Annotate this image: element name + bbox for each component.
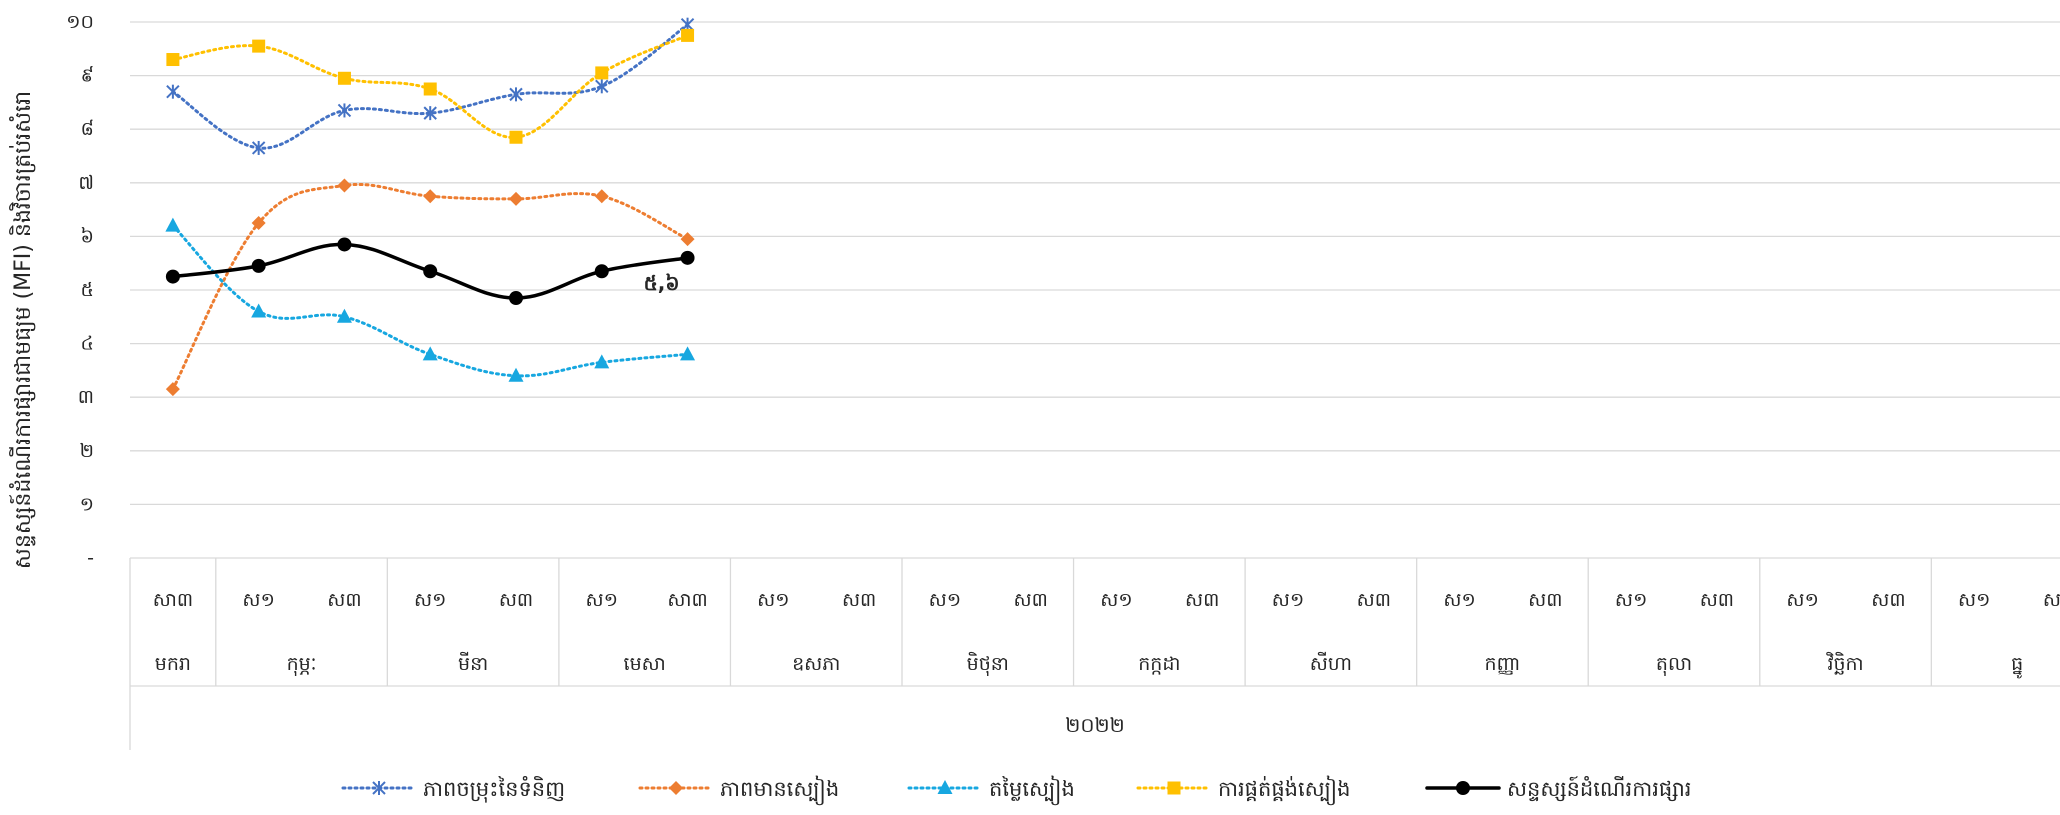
data-point (423, 82, 437, 96)
data-point (337, 178, 352, 193)
month-label: មីនា (458, 651, 488, 675)
x-tick-label: ស១ (1615, 589, 1647, 611)
x-tick-label: ស១ (929, 589, 961, 611)
month-label: តុលា (1656, 653, 1692, 677)
month-label: ឧសភា (792, 653, 840, 675)
data-point (423, 264, 438, 279)
x-tick-label: ស៣ (499, 589, 533, 611)
x-tick-label: ស១ (757, 589, 789, 611)
data-point (422, 346, 438, 361)
data-point (337, 71, 351, 85)
y-axis-title: សន្ទស្សន៍ដំណើរការផ្សារជាមធ្យម (MFI) និងវ… (9, 91, 36, 569)
month-label: កក្កដា (1138, 653, 1180, 675)
data-point (423, 106, 437, 121)
legend-marker (1167, 781, 1181, 795)
month-label: កុម្ភៈ (287, 653, 317, 677)
x-tick-label: ស១ (1100, 589, 1132, 611)
x-tick-label: សា៣ (667, 589, 707, 611)
data-point (509, 191, 523, 206)
data-point (251, 140, 266, 155)
year-label: ២០២២ (1065, 713, 1125, 737)
legend-label: ភាពចម្រុះនៃទំនិញ (423, 776, 565, 803)
month-label: មករា (155, 653, 191, 675)
data-point (680, 346, 696, 361)
data-point (595, 79, 609, 94)
x-tick-label: ស១ (1786, 589, 1818, 611)
month-label: មេសា (624, 653, 666, 675)
x-tick-label: ស៣ (842, 589, 876, 611)
data-point (594, 264, 609, 279)
legend-marker (1456, 781, 1470, 795)
data-point (165, 217, 181, 232)
x-tick-label: ស៣ (327, 589, 361, 611)
month-label: វិច្ឆិកា (1825, 651, 1863, 675)
x-tick-label: ស៣ (1185, 589, 1219, 611)
data-point (594, 189, 609, 204)
x-tick-label: ស១ (1443, 589, 1475, 611)
y-tick-label: ៥ (81, 279, 94, 301)
data-point (251, 216, 266, 230)
x-tick-label: ស១ (242, 589, 274, 611)
y-tick-label: ៨ (81, 118, 94, 140)
legend-label: សន្ទស្សន៍ដំណើរការផ្សារ (1507, 776, 1691, 802)
data-point (509, 291, 523, 306)
month-label: មិថុនា (967, 651, 1009, 677)
y-tick-label: - (87, 547, 94, 569)
legend-marker (372, 781, 386, 795)
data-label: ៥,៦ (644, 271, 680, 295)
data-point (508, 367, 524, 382)
y-tick-label: ៧ (78, 172, 94, 194)
data-point (165, 382, 180, 397)
x-tick-label: ស៣ (1700, 589, 1734, 611)
x-tick-label: ស៣ (1357, 589, 1391, 611)
y-tick-label: ២ (80, 440, 94, 462)
data-point (594, 354, 610, 369)
data-point (251, 258, 266, 273)
x-tick-label: សា៣ (153, 589, 193, 611)
x-tick-label: ស១ (1272, 589, 1304, 611)
legend-marker (669, 781, 683, 795)
y-tick-label: ៣ (78, 386, 94, 408)
x-tick-label: ស៣ (1871, 589, 1905, 611)
month-label: សីហា (1310, 651, 1352, 675)
x-tick-label: ស៣ (1528, 589, 1562, 611)
data-point (252, 39, 266, 53)
x-tick-label: ស១ (414, 589, 446, 611)
y-tick-label: ៤ (81, 333, 94, 355)
data-point (165, 269, 180, 284)
y-tick-label: ៩ (81, 65, 94, 87)
data-point (166, 84, 180, 99)
data-point (595, 66, 609, 80)
x-tick-label: ស៣ (2043, 589, 2060, 611)
data-point (336, 308, 352, 323)
data-point (680, 232, 695, 247)
x-tick-label: ស៣ (1014, 589, 1048, 611)
data-point (509, 130, 523, 144)
y-tick-label: ៦ (81, 225, 94, 247)
y-tick-label: ១ (80, 493, 94, 515)
data-point (251, 303, 267, 318)
y-tick-label: ១០ (66, 11, 94, 33)
data-point (337, 237, 352, 252)
x-tick-label: ស១ (586, 589, 618, 611)
data-point (337, 103, 352, 118)
month-label: ធ្នូ (2011, 653, 2023, 679)
data-point (166, 53, 180, 67)
data-point (680, 250, 695, 265)
legend-marker (937, 780, 953, 794)
data-point (423, 189, 438, 204)
data-point (509, 87, 523, 102)
x-tick-label: ស១ (1958, 589, 1990, 611)
legend-label: ការផ្គត់ផ្គង់ស្បៀង (1218, 775, 1350, 806)
data-point (681, 28, 695, 42)
month-label: កញ្ញា (1485, 653, 1521, 675)
legend-label: តម្លៃស្បៀង (989, 775, 1075, 806)
legend-label: ភាពមានស្បៀង (720, 775, 839, 806)
